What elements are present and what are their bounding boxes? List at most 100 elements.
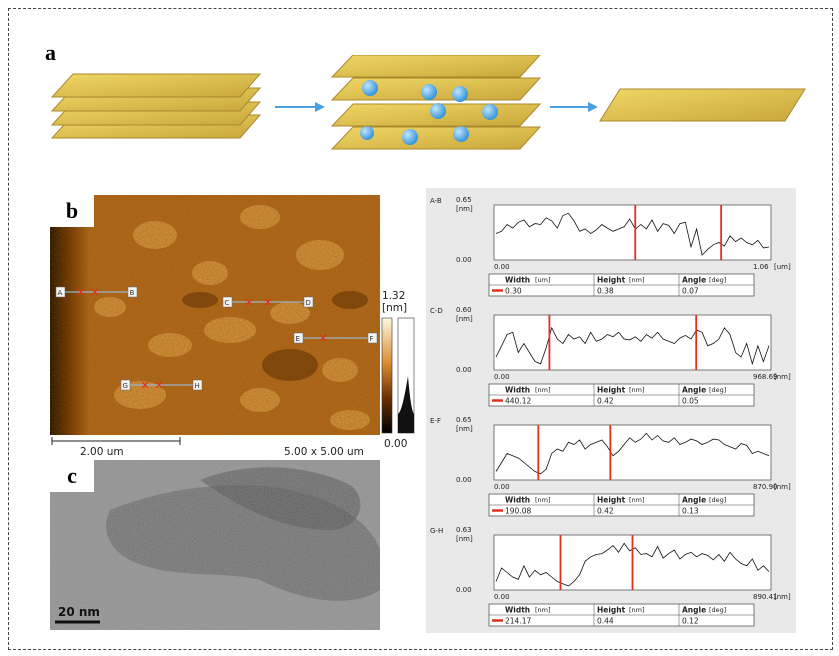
profile-ymin: 0.00 — [456, 476, 472, 484]
height-header: Height — [597, 606, 626, 615]
height-header: Height — [597, 276, 626, 285]
height-value: 0.42 — [597, 507, 614, 516]
profile-g-h: G-H 0.63[nm]0.000.00 890.41[nm]Width [nm] He… — [430, 526, 791, 627]
height-value: 0.44 — [597, 617, 614, 626]
angle-value: 0.05 — [682, 397, 699, 406]
width-value: 0.30 — [505, 287, 522, 296]
schematic-exfoliation — [50, 55, 806, 150]
height-value: 0.42 — [597, 397, 614, 406]
profile-label: E-F — [430, 417, 441, 425]
layered-stack — [50, 73, 262, 139]
angle-unit: [deg] — [709, 276, 726, 284]
afm-image: A B C D E F G H — [50, 195, 380, 435]
height-unit: [nm] — [629, 496, 645, 504]
afm-scan-size: 5.00 x 5.00 um — [284, 446, 364, 458]
width-unit: [nm] — [535, 386, 551, 394]
angle-unit: [deg] — [709, 386, 726, 394]
profile-xmax: 890.41 — [753, 593, 778, 601]
height-profiles: A-B 0.65[nm]0.000.00 1.06 [um]Width [um] Heig… — [426, 188, 796, 633]
profile-xunit: [nm] — [774, 483, 791, 491]
colorbar — [381, 317, 415, 434]
profile-label: G-H — [430, 527, 443, 535]
profile-trace — [495, 432, 770, 475]
angle-unit: [deg] — [709, 606, 726, 614]
height-header: Height — [597, 496, 626, 505]
profile-yunit: [nm] — [456, 205, 473, 213]
width-header: Width — [505, 386, 530, 395]
profile-label: C-D — [430, 307, 443, 315]
profile-a-b: A-B 0.65[nm]0.000.00 1.06 [um]Width [um] Heig… — [430, 196, 791, 297]
height-unit: [nm] — [629, 606, 645, 614]
profile-plot-area — [493, 204, 772, 261]
angle-header: Angle — [682, 276, 706, 285]
marker-g: G — [123, 382, 128, 390]
angle-value: 0.12 — [682, 617, 699, 626]
profile-ymax: 0.65 — [456, 196, 472, 204]
profile-yunit: [nm] — [456, 425, 473, 433]
profile-xunit: [um] — [774, 263, 791, 271]
marker-d: D — [306, 299, 311, 307]
profile-ymin: 0.00 — [456, 586, 472, 594]
profile-xmin: 0.00 — [494, 593, 510, 601]
profile-yunit: [nm] — [456, 535, 473, 543]
marker-c: C — [225, 299, 230, 307]
colorbar-max: 1.32 — [382, 290, 406, 302]
tem-image: 20 nm — [50, 460, 380, 630]
profile-plot-area — [493, 314, 772, 371]
profile-trace — [495, 326, 770, 366]
profile-xmax: 968.69 — [753, 373, 778, 381]
panel-label-c: c — [50, 460, 94, 492]
colorbar-unit: [nm] — [382, 302, 408, 314]
profile-ymax: 0.63 — [456, 526, 472, 534]
width-header: Width — [505, 496, 530, 505]
intercalated-stack — [330, 55, 542, 150]
profile-c-d: C-D 0.60[nm]0.000.00 968.69[nm]Width [nm] He… — [430, 306, 791, 407]
marker-b: B — [130, 289, 135, 297]
angle-value: 0.07 — [682, 287, 699, 296]
marker-h: H — [195, 382, 200, 390]
height-header: Height — [597, 386, 626, 395]
height-unit: [nm] — [629, 276, 645, 284]
profile-plot-area — [493, 424, 772, 481]
afm-scalebar-label: 2.00 um — [80, 446, 124, 458]
width-value: 214.17 — [505, 617, 531, 626]
angle-header: Angle — [682, 606, 706, 615]
width-header: Width — [505, 606, 530, 615]
angle-value: 0.13 — [682, 507, 699, 516]
marker-e: E — [296, 335, 300, 343]
angle-header: Angle — [682, 496, 706, 505]
profile-xmin: 0.00 — [494, 483, 510, 491]
arrow-icon — [550, 102, 598, 112]
profile-xmin: 0.00 — [494, 373, 510, 381]
profile-ymax: 0.60 — [456, 306, 472, 314]
profile-xmax: 870.90 — [753, 483, 778, 491]
single-sheet — [599, 88, 806, 122]
height-unit: [nm] — [629, 386, 645, 394]
profile-xunit: [nm] — [774, 373, 791, 381]
angle-header: Angle — [682, 386, 706, 395]
profile-ymax: 0.65 — [456, 416, 472, 424]
colorbar-min: 0.00 — [384, 438, 408, 450]
height-value: 0.38 — [597, 287, 614, 296]
profile-trace — [495, 212, 770, 256]
profile-e-f: E-F 0.65[nm]0.000.00 870.90[nm]Width [nm] He… — [430, 416, 791, 517]
width-unit: [um] — [535, 276, 551, 284]
width-value: 440.12 — [505, 397, 531, 406]
profile-xmax: 1.06 — [753, 263, 769, 271]
profile-label: A-B — [430, 197, 442, 205]
tem-scalebar-label: 20 nm — [58, 605, 100, 619]
width-unit: [nm] — [535, 496, 551, 504]
marker-a: A — [58, 289, 63, 297]
profile-yunit: [nm] — [456, 315, 473, 323]
arrow-icon — [275, 102, 325, 112]
panel-label-b: b — [50, 195, 94, 227]
marker-f: F — [370, 335, 374, 343]
profile-ymin: 0.00 — [456, 256, 472, 264]
width-value: 190.08 — [505, 507, 531, 516]
figure-frame — [8, 8, 833, 650]
profile-xmin: 0.00 — [494, 263, 510, 271]
width-header: Width — [505, 276, 530, 285]
profile-xunit: [nm] — [774, 593, 791, 601]
afm-scalebar — [51, 437, 181, 445]
width-unit: [nm] — [535, 606, 551, 614]
